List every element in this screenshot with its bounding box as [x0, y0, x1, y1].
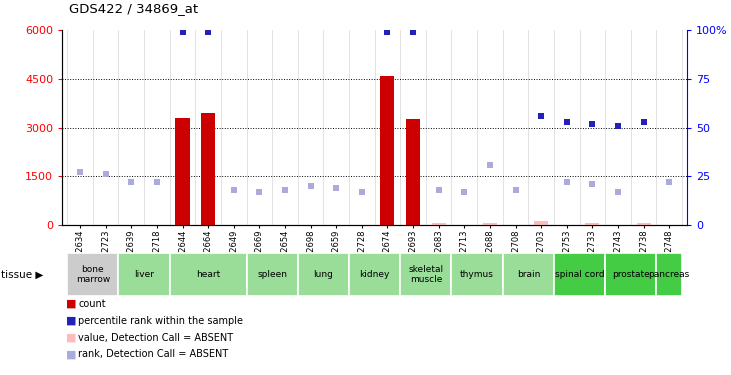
Bar — [554, 253, 605, 296]
Text: prostate: prostate — [612, 270, 650, 279]
Text: spinal cord: spinal cord — [555, 270, 605, 279]
Text: ■: ■ — [66, 350, 76, 359]
Bar — [534, 221, 548, 225]
Bar — [175, 118, 189, 225]
Bar — [431, 223, 446, 225]
Bar — [637, 223, 651, 225]
Text: rank, Detection Call = ABSENT: rank, Detection Call = ABSENT — [78, 350, 229, 359]
Text: brain: brain — [517, 270, 540, 279]
Text: tissue ▶: tissue ▶ — [1, 270, 44, 280]
Bar — [298, 253, 349, 296]
Text: ■: ■ — [66, 316, 76, 326]
Bar — [406, 119, 420, 225]
Text: lung: lung — [314, 270, 333, 279]
Text: value, Detection Call = ABSENT: value, Detection Call = ABSENT — [78, 333, 233, 342]
Text: bone
marrow: bone marrow — [76, 265, 110, 284]
Bar — [170, 253, 246, 296]
Text: thymus: thymus — [460, 270, 494, 279]
Text: heart: heart — [196, 270, 220, 279]
Text: ■: ■ — [66, 299, 76, 309]
Text: count: count — [78, 299, 106, 309]
Bar — [380, 75, 395, 225]
Text: skeletal
muscle: skeletal muscle — [409, 265, 444, 284]
Bar — [586, 223, 599, 225]
Text: spleen: spleen — [257, 270, 287, 279]
Text: pancreas: pancreas — [648, 270, 690, 279]
Bar — [503, 253, 554, 296]
Bar — [605, 253, 656, 296]
Bar — [452, 253, 503, 296]
Text: liver: liver — [134, 270, 154, 279]
Text: percentile rank within the sample: percentile rank within the sample — [78, 316, 243, 326]
Bar — [401, 253, 452, 296]
Bar — [246, 253, 298, 296]
Bar — [201, 113, 215, 225]
Text: ■: ■ — [66, 333, 76, 342]
Text: kidney: kidney — [360, 270, 390, 279]
Text: GDS422 / 34869_at: GDS422 / 34869_at — [69, 2, 199, 15]
Bar — [118, 253, 170, 296]
Bar — [67, 253, 118, 296]
Bar — [349, 253, 401, 296]
Bar — [656, 253, 682, 296]
Bar — [483, 223, 497, 225]
